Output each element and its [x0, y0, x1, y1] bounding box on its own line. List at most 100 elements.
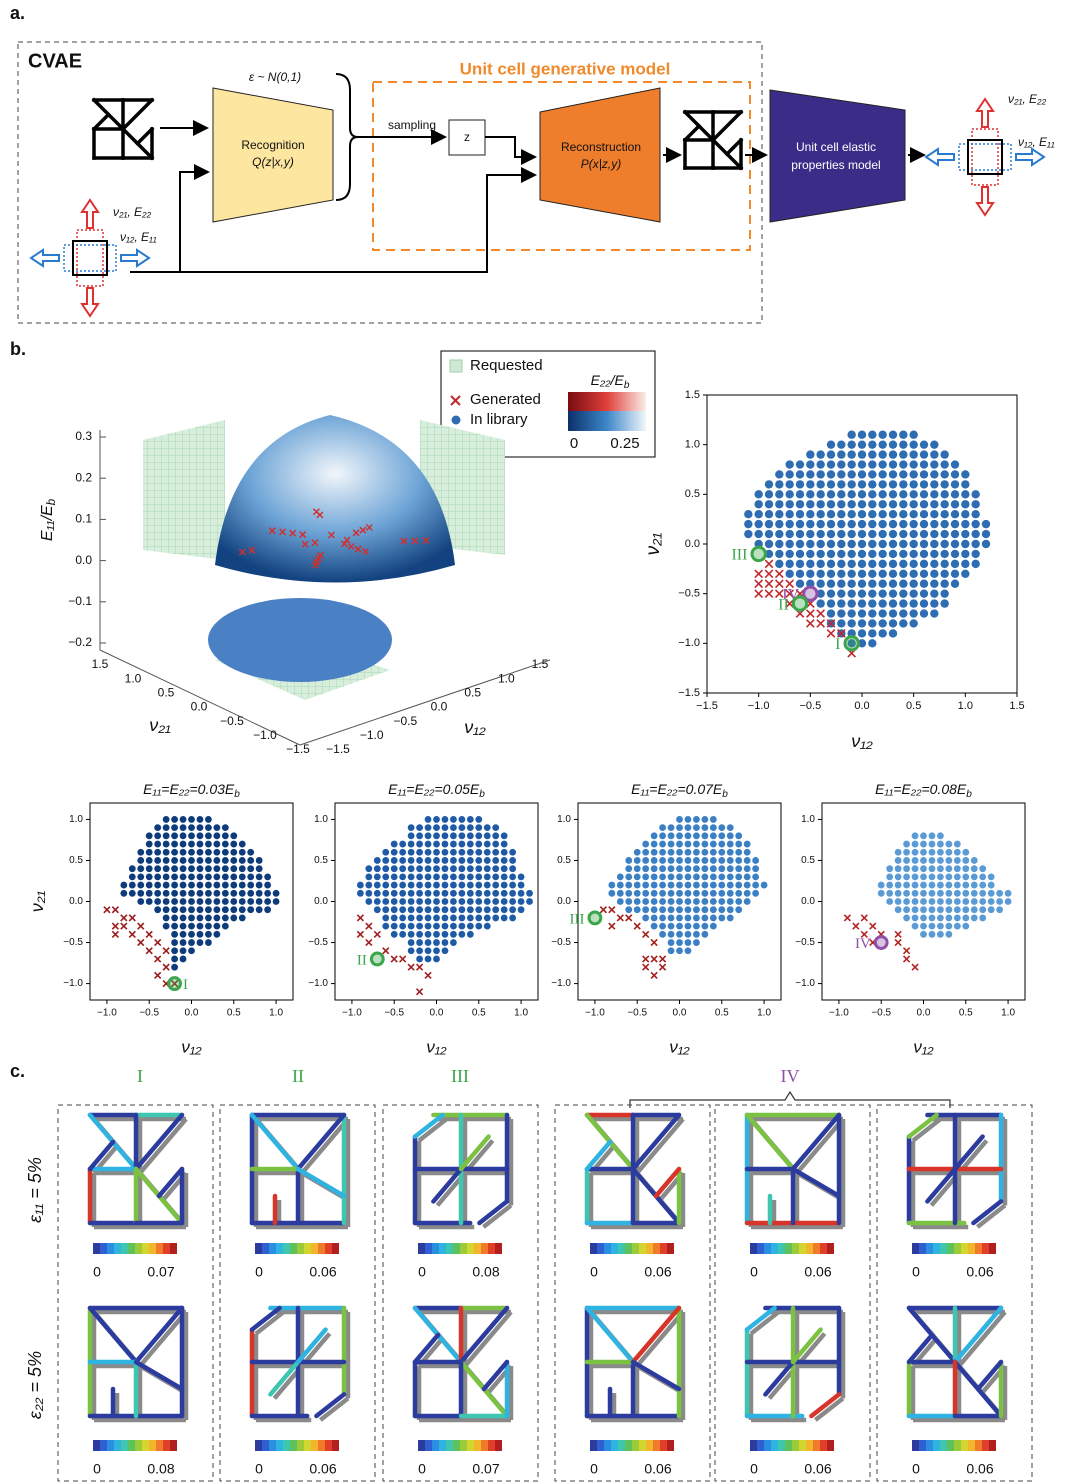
- library-point: [391, 923, 398, 930]
- library-point: [765, 510, 773, 518]
- x-tick-label: −0.5: [393, 714, 417, 728]
- library-point: [718, 849, 725, 856]
- library-point: [247, 873, 254, 880]
- library-point: [909, 560, 917, 568]
- library-point: [450, 882, 457, 889]
- library-point: [408, 906, 415, 913]
- library-point: [163, 898, 170, 905]
- colorbar-cell: [961, 1440, 968, 1451]
- library-point: [239, 841, 246, 848]
- colorbar-cell: [597, 1243, 604, 1254]
- library-point: [718, 865, 725, 872]
- strain-bar: [633, 1362, 679, 1389]
- library-point: [230, 841, 237, 848]
- colorbar-cell: [318, 1243, 325, 1254]
- library-point: [509, 915, 516, 922]
- library-point: [475, 865, 482, 872]
- library-point: [484, 824, 491, 831]
- colorbar-cell: [646, 1440, 653, 1451]
- library-point: [878, 589, 886, 597]
- library-point: [273, 890, 280, 897]
- library-point: [425, 931, 432, 938]
- library-point: [837, 510, 845, 518]
- library-point: [920, 841, 927, 848]
- cvae-title: CVAE: [28, 50, 82, 72]
- library-point: [929, 890, 936, 897]
- library-point: [895, 890, 902, 897]
- highlight-label: II: [357, 952, 367, 968]
- x-tick-label: −0.5: [139, 1008, 159, 1019]
- library-point: [744, 873, 751, 880]
- library-point: [816, 530, 824, 538]
- library-point: [816, 550, 824, 558]
- colorbar-cell: [297, 1440, 304, 1451]
- library-point: [754, 510, 762, 518]
- library-point: [467, 890, 474, 897]
- library-point: [365, 890, 372, 897]
- text-sub: b: [966, 789, 972, 800]
- library-point: [365, 898, 372, 905]
- library-point: [171, 890, 178, 897]
- library-point: [467, 898, 474, 905]
- library-point: [940, 540, 948, 548]
- library-point: [509, 865, 516, 872]
- colorbar-tick: 0: [93, 1461, 101, 1477]
- library-point: [492, 865, 499, 872]
- library-point: [450, 832, 457, 839]
- library-point: [837, 560, 845, 568]
- library-point: [442, 816, 449, 823]
- library-point: [816, 500, 824, 508]
- library-point: [425, 923, 432, 930]
- colorbar-cell: [255, 1440, 262, 1451]
- library-point: [239, 873, 246, 880]
- library-point: [450, 841, 457, 848]
- library-point: [197, 865, 204, 872]
- library-point: [391, 857, 398, 864]
- library-point: [416, 956, 423, 963]
- library-point: [137, 882, 144, 889]
- library-point: [962, 898, 969, 905]
- strain-bar: [955, 1308, 1001, 1362]
- colorbar-cell: [332, 1440, 339, 1451]
- library-point: [899, 589, 907, 597]
- library-point: [775, 480, 783, 488]
- library-point: [137, 890, 144, 897]
- library-point: [710, 882, 717, 889]
- library-point: [701, 841, 708, 848]
- library-point: [878, 460, 886, 468]
- library-point: [433, 816, 440, 823]
- colorbar-tick: 0: [750, 1461, 758, 1477]
- library-point: [247, 906, 254, 913]
- library-point: [930, 470, 938, 478]
- library-point: [858, 510, 866, 518]
- highlight-marker: [875, 937, 887, 949]
- library-point: [676, 890, 683, 897]
- library-point: [847, 570, 855, 578]
- library-point: [909, 589, 917, 597]
- colorbar-cell: [667, 1440, 674, 1451]
- library-point: [642, 882, 649, 889]
- library-point: [685, 906, 692, 913]
- library-point: [937, 857, 944, 864]
- y-tick-label: −1.5: [678, 687, 700, 699]
- colorbar-cell: [283, 1243, 290, 1254]
- library-point: [197, 824, 204, 831]
- z-tick-label: −0.1: [68, 594, 92, 608]
- library-point: [920, 550, 928, 558]
- library-point: [180, 882, 187, 889]
- library-point: [442, 841, 449, 848]
- library-point: [475, 857, 482, 864]
- colorbar-cell: [418, 1440, 425, 1451]
- library-point: [433, 882, 440, 889]
- library-point: [727, 873, 734, 880]
- library-point: [693, 832, 700, 839]
- text-sub: b: [722, 789, 728, 800]
- library-point: [920, 832, 927, 839]
- library-point: [816, 470, 824, 478]
- library-point: [727, 824, 734, 831]
- library-point: [806, 450, 814, 458]
- library-point: [617, 873, 624, 880]
- library-point: [878, 440, 886, 448]
- library-point: [425, 939, 432, 946]
- colorbar-cell: [820, 1440, 827, 1451]
